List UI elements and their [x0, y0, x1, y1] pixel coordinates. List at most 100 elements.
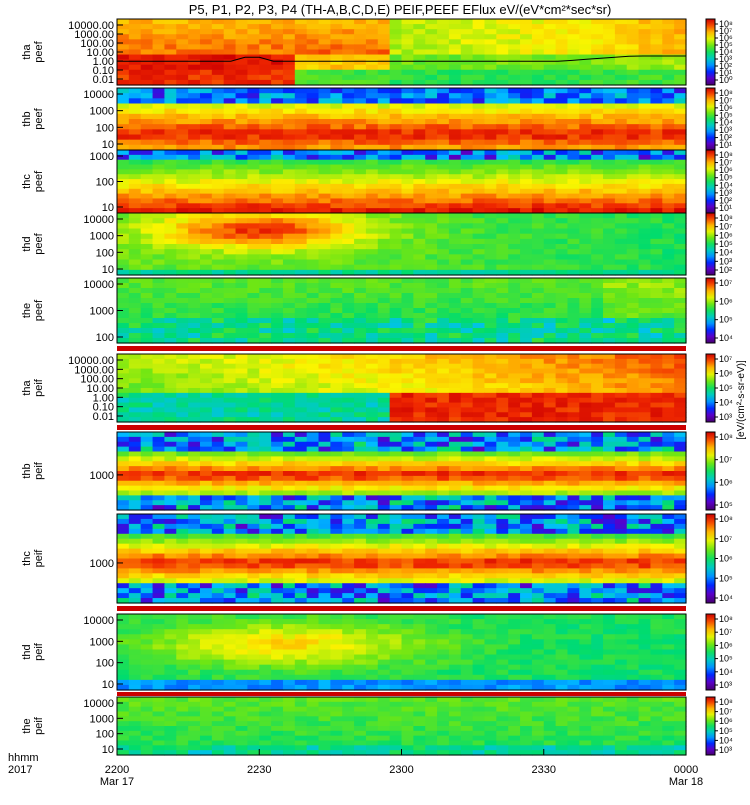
heatmap-cell: [461, 55, 473, 61]
heatmap-cell: [603, 169, 615, 174]
heatmap-cell: [496, 471, 508, 476]
heatmap-cell: [295, 70, 307, 76]
heatmap-cell: [342, 140, 354, 146]
heatmap-cell: [473, 447, 485, 452]
heatmap-cell: [366, 70, 378, 76]
heatmap-cell: [520, 383, 532, 388]
heatmap-cell: [461, 303, 473, 309]
heatmap-cell: [437, 160, 449, 165]
heatmap-cell: [662, 223, 674, 229]
heatmap-cell: [319, 393, 331, 398]
heatmap-cell: [402, 169, 414, 174]
heatmap-cell: [390, 93, 402, 99]
heatmap-cell: [307, 19, 319, 25]
heatmap-cell: [259, 119, 271, 125]
heatmap-cell: [413, 135, 425, 141]
heatmap-cell: [164, 169, 176, 174]
heatmap-cell: [224, 529, 236, 535]
heatmap-cell: [402, 49, 414, 55]
heatmap-cell: [330, 491, 342, 496]
heatmap-cell: [461, 293, 473, 299]
heatmap-cell: [224, 461, 236, 466]
heatmap-cell: [200, 388, 212, 393]
heatmap-cell: [319, 129, 331, 135]
heatmap-cell: [508, 160, 520, 165]
heatmap-cell: [141, 249, 153, 255]
heatmap-cell: [176, 213, 188, 219]
heatmap-cell: [556, 323, 568, 329]
heatmap-cell: [164, 442, 176, 447]
heatmap-cell: [366, 234, 378, 240]
heatmap-cell: [212, 213, 224, 219]
heatmap-cell: [354, 213, 366, 219]
heatmap-cell: [627, 364, 639, 369]
heatmap-cell: [662, 60, 674, 66]
heatmap-cell: [200, 104, 212, 110]
heatmap-cell: [520, 29, 532, 35]
heatmap-cell: [141, 486, 153, 491]
heatmap-cell: [484, 529, 496, 535]
heatmap-cell: [461, 524, 473, 530]
heatmap-cell: [271, 119, 283, 125]
heatmap-cell: [141, 432, 153, 437]
heatmap-cell: [662, 65, 674, 71]
heatmap-cell: [508, 260, 520, 266]
heatmap-cell: [129, 265, 141, 271]
heatmap-cell: [259, 244, 271, 250]
heatmap-cell: [413, 98, 425, 104]
heatmap-cell: [425, 184, 437, 189]
heatmap-cell: [200, 189, 212, 194]
heatmap-cell: [674, 373, 686, 378]
heatmap-cell: [508, 466, 520, 471]
heatmap-cell: [650, 229, 662, 235]
heatmap-cell: [449, 373, 461, 378]
heatmap-cell: [579, 481, 591, 486]
heatmap-cell: [247, 466, 259, 471]
heatmap-cell: [354, 109, 366, 115]
heatmap-cell: [532, 19, 544, 25]
heatmap-cell: [330, 44, 342, 50]
heatmap-cell: [188, 544, 200, 550]
heatmap-cell: [259, 278, 271, 284]
heatmap-cell: [425, 432, 437, 437]
heatmap-cell: [437, 60, 449, 66]
heatmap-cell: [567, 244, 579, 250]
heatmap-cell: [544, 308, 556, 314]
heatmap-cell: [402, 65, 414, 71]
heatmap-cell: [627, 124, 639, 130]
heatmap-cell: [141, 104, 153, 110]
heatmap-cell: [247, 529, 259, 535]
heatmap-cell: [508, 109, 520, 115]
heatmap-cell: [330, 265, 342, 271]
heatmap-cell: [508, 486, 520, 491]
heatmap-cell: [544, 466, 556, 471]
heatmap-cell: [224, 364, 236, 369]
heatmap-cell: [212, 383, 224, 388]
heatmap-cell: [556, 223, 568, 229]
heatmap-cell: [449, 229, 461, 235]
heatmap-cell: [662, 529, 674, 535]
heatmap-cell: [603, 298, 615, 304]
heatmap-cell: [141, 119, 153, 125]
heatmap-cell: [591, 452, 603, 457]
heatmap-cell: [153, 39, 165, 45]
heatmap-cell: [556, 203, 568, 208]
heatmap-cell: [662, 466, 674, 471]
heatmap-cell: [579, 265, 591, 271]
heatmap-cell: [342, 49, 354, 55]
heatmap-cell: [224, 19, 236, 25]
heatmap-cell: [200, 471, 212, 476]
heatmap-cell: [259, 529, 271, 535]
heatmap-cell: [188, 486, 200, 491]
heatmap-cell: [307, 447, 319, 452]
heatmap-cell: [212, 109, 224, 115]
heatmap-cell: [153, 179, 165, 184]
heatmap-cell: [200, 293, 212, 299]
heatmap-cell: [662, 260, 674, 266]
heatmap-cell: [247, 174, 259, 179]
heatmap-cell: [164, 265, 176, 271]
heatmap-cell: [556, 447, 568, 452]
heatmap-cell: [603, 39, 615, 45]
heatmap-cell: [508, 481, 520, 486]
heatmap-cell: [674, 218, 686, 224]
